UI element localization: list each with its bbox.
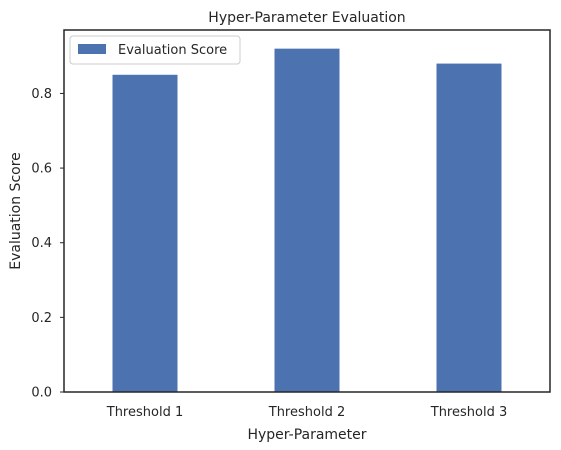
x-axis-ticks: Threshold 1 Threshold 2 Threshold 3 bbox=[106, 405, 507, 420]
bars bbox=[112, 48, 502, 393]
x-tick-label: Threshold 2 bbox=[268, 405, 345, 420]
bar-1 bbox=[112, 74, 178, 392]
x-axis-label: Hyper-Parameter bbox=[247, 427, 366, 443]
chart-title: Hyper-Parameter Evaluation bbox=[208, 10, 405, 26]
y-axis-label: Evaluation Score bbox=[8, 152, 24, 270]
y-tick-label: 0.2 bbox=[31, 311, 52, 326]
bar-2 bbox=[274, 48, 340, 393]
legend-label: Evaluation Score bbox=[118, 43, 227, 58]
x-tick-label: Threshold 1 bbox=[106, 405, 183, 420]
y-tick-label: 0.4 bbox=[31, 236, 52, 251]
y-tick-label: 0.6 bbox=[31, 162, 52, 177]
bar-3 bbox=[436, 63, 502, 393]
legend-swatch bbox=[78, 44, 106, 54]
plot-frame bbox=[63, 29, 551, 393]
x-tick-label: Threshold 3 bbox=[430, 405, 507, 420]
legend-frame bbox=[69, 35, 241, 65]
legend: Evaluation Score bbox=[69, 35, 241, 65]
y-tick-label: 0.8 bbox=[31, 87, 52, 102]
y-axis-ticks: 0.0 0.2 0.4 0.6 0.8 bbox=[31, 87, 64, 401]
y-tick-label: 0.0 bbox=[31, 386, 52, 401]
